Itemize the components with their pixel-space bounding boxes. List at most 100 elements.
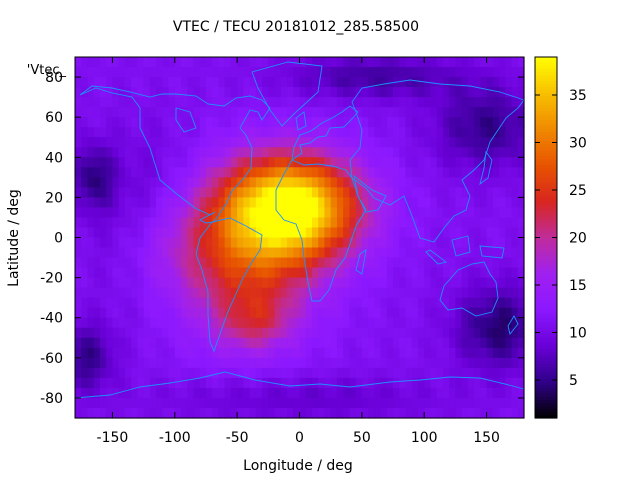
heatmap-cell: [499, 227, 506, 239]
heatmap-cell: [361, 237, 369, 249]
heatmap-cell: [436, 77, 444, 88]
heatmap-cell: [287, 387, 294, 399]
heatmap-cell: [499, 137, 506, 148]
heatmap-cell: [368, 87, 375, 98]
heatmap-cell: [461, 307, 469, 319]
heatmap-cell: [374, 87, 382, 98]
heatmap-cell: [343, 307, 350, 319]
heatmap-cell: [305, 287, 313, 299]
heatmap-cell: [424, 57, 432, 68]
heatmap-cell: [424, 67, 432, 78]
heatmap-cell: [480, 387, 488, 399]
heatmap-cell: [193, 187, 201, 198]
heatmap-cell: [280, 97, 288, 108]
heatmap-cell: [511, 337, 519, 349]
heatmap-cell: [411, 297, 419, 309]
heatmap-cell: [249, 67, 257, 78]
heatmap-cell: [318, 267, 326, 279]
heatmap-cell: [318, 287, 326, 299]
key-label: 'Vtec_: [27, 63, 67, 78]
heatmap-cell: [218, 157, 226, 168]
heatmap-cell: [305, 107, 313, 118]
heatmap-cell: [149, 247, 157, 259]
heatmap-cell: [336, 197, 344, 209]
heatmap-cell: [374, 257, 382, 269]
heatmap-cell: [249, 367, 257, 379]
heatmap-cell: [449, 177, 457, 188]
heatmap-cell: [162, 277, 170, 289]
heatmap-cell: [424, 397, 432, 409]
heatmap-cell: [137, 117, 145, 128]
heatmap-cell: [212, 77, 220, 88]
heatmap-cell: [380, 397, 388, 409]
heatmap-cell: [124, 67, 132, 78]
heatmap-cell: [436, 187, 444, 198]
y-tick-label: -60: [40, 351, 63, 367]
heatmap-cell: [99, 297, 107, 309]
x-tick-label: -50: [226, 430, 249, 446]
heatmap-cell: [399, 147, 407, 158]
heatmap-cell: [237, 237, 244, 249]
heatmap-cell: [230, 147, 238, 158]
heatmap-cell: [486, 77, 494, 88]
heatmap-cell: [318, 327, 326, 339]
heatmap-cell: [187, 307, 195, 319]
heatmap-cell: [149, 117, 157, 128]
heatmap-cell: [467, 87, 475, 98]
heatmap-cell: [193, 77, 201, 88]
heatmap-cell: [361, 157, 369, 168]
heatmap-cell: [255, 147, 263, 158]
heatmap-cell: [237, 57, 244, 68]
heatmap-cell: [343, 157, 350, 168]
heatmap-cell: [87, 277, 95, 289]
heatmap-cell: [212, 237, 220, 249]
heatmap-cell: [162, 197, 170, 209]
heatmap-cell: [149, 267, 157, 279]
heatmap-cell: [137, 237, 145, 249]
heatmap-cell: [199, 217, 207, 229]
heatmap-cell: [311, 157, 319, 168]
heatmap-cell: [461, 317, 469, 329]
heatmap-cell: [330, 237, 338, 249]
heatmap-cell: [386, 177, 394, 188]
heatmap-cell: [324, 387, 332, 399]
heatmap-cell: [212, 57, 220, 68]
heatmap-cell: [156, 77, 163, 88]
heatmap-cell: [112, 307, 120, 319]
heatmap-cell: [368, 277, 375, 289]
heatmap-cell: [162, 57, 170, 68]
heatmap-cell: [87, 237, 95, 249]
heatmap-cell: [255, 117, 263, 128]
heatmap-cell: [411, 87, 419, 98]
heatmap-cell: [106, 337, 114, 349]
heatmap-cell: [430, 77, 438, 88]
heatmap-cell: [368, 397, 375, 409]
heatmap-cell: [230, 377, 238, 389]
colorbar-band: [535, 357, 557, 362]
heatmap-cell: [156, 217, 163, 229]
heatmap-cell: [442, 307, 450, 319]
heatmap-cell: [492, 137, 500, 148]
heatmap-cell: [237, 217, 244, 229]
heatmap-cell: [112, 297, 120, 309]
heatmap-cell: [162, 287, 170, 299]
heatmap-cell: [492, 57, 500, 68]
heatmap-cell: [324, 157, 332, 168]
colorbar-band: [535, 405, 557, 410]
heatmap-cell: [436, 357, 444, 369]
heatmap-cell: [149, 167, 157, 178]
heatmap-cell: [393, 387, 400, 399]
heatmap-cell: [262, 87, 269, 98]
heatmap-cell: [436, 97, 444, 108]
heatmap-cell: [99, 87, 107, 98]
heatmap-cell: [243, 77, 251, 88]
colorbar-band: [535, 402, 557, 407]
heatmap-cell: [87, 257, 95, 269]
heatmap-cell: [143, 237, 151, 249]
heatmap-cell: [124, 137, 132, 148]
heatmap-cell: [124, 257, 132, 269]
heatmap-cell: [174, 107, 182, 118]
heatmap-cell: [486, 197, 494, 209]
heatmap-cell: [442, 77, 450, 88]
heatmap-cell: [205, 267, 213, 279]
